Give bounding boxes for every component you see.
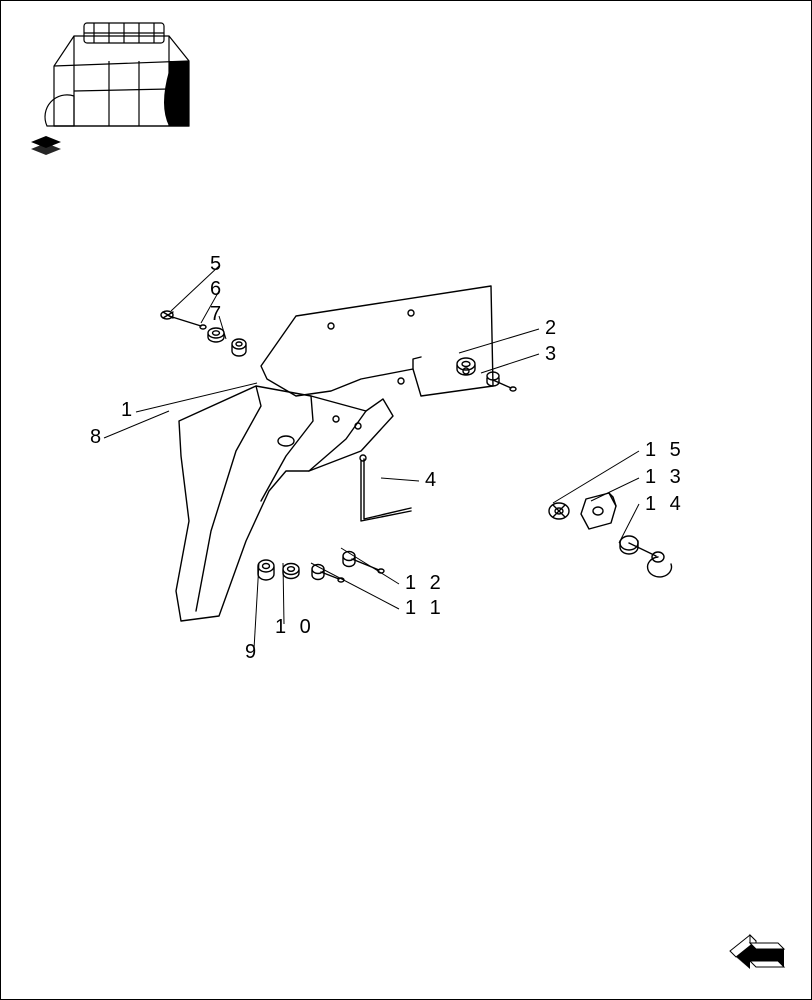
part-14-quarter-turn-fastener [620,536,672,577]
callout-1: 1 [121,399,136,422]
exploded-diagram [61,221,761,871]
callout-14: 1 4 [645,493,685,516]
part-2-washer [457,358,475,375]
callout-8: 8 [90,426,105,449]
callout-11: 1 1 [405,597,445,620]
callout-15: 1 5 [645,439,685,462]
part-5-bolt [161,311,206,329]
part-11-bolt-short [312,565,344,583]
callout-10: 1 0 [275,616,315,639]
callout-3: 3 [545,343,560,366]
page-frame: 1 2 3 4 5 6 7 8 9 1 0 1 1 1 2 1 3 1 4 1 … [0,0,812,1000]
callout-4: 4 [425,469,440,492]
part-13-receptacle [581,493,616,529]
callout-2: 2 [545,317,560,340]
part-10-washer [283,564,299,579]
part-15-retainer [549,503,569,519]
layers-icon [31,136,61,158]
callout-12: 1 2 [405,572,445,595]
part-9-nut [258,560,274,580]
callout-7: 7 [210,303,225,326]
part-12-bolt-long [343,552,384,574]
part-6-washer [208,328,224,342]
callout-5: 5 [210,253,225,276]
part-1-upper-shield [261,286,493,396]
part-3-bolt [487,372,516,391]
part-7-nut [232,339,246,356]
callout-13: 1 3 [645,466,685,489]
part-4-bracket-rod [360,455,411,521]
callout-9: 9 [245,641,260,664]
callout-6: 6 [210,278,225,301]
back-arrow-icon[interactable] [726,929,786,979]
